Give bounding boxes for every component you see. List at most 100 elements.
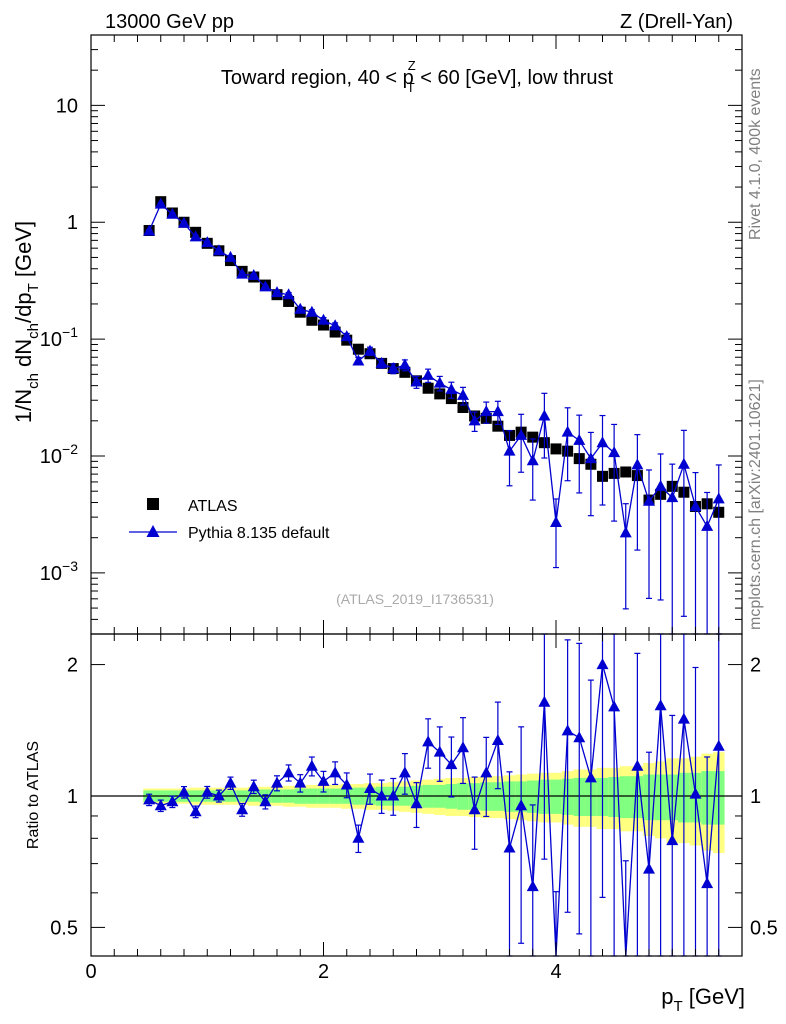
title-sup: Z — [408, 58, 416, 73]
pythia-point — [259, 280, 272, 292]
ratio-point — [515, 799, 528, 811]
pythia-point — [573, 433, 586, 445]
pythia-point — [189, 230, 202, 242]
ratio-point — [689, 787, 702, 799]
ratio-point — [340, 778, 353, 790]
pythia-point — [178, 216, 190, 228]
ratio-point — [561, 724, 574, 736]
atlas-point — [399, 366, 411, 378]
atlas-point — [318, 319, 329, 331]
ratio-point — [643, 862, 655, 874]
header-left: 13000 GeV pp — [105, 11, 234, 33]
pythia-point — [433, 376, 446, 388]
pythia-point — [364, 344, 376, 356]
ratio-xtick-label: 4 — [550, 961, 561, 983]
ratio-point — [654, 699, 667, 711]
ratio-point — [154, 799, 167, 811]
mcplots-label: mcplots.cern.ch [arXiv:2401.10621] — [747, 379, 764, 630]
ytick-exponent: −1 — [62, 324, 78, 340]
pythia-point — [352, 354, 365, 366]
pythia-point — [236, 267, 249, 279]
pythia-point — [701, 519, 714, 531]
ratio-point — [201, 785, 214, 797]
ytick-base: 10 — [40, 446, 62, 468]
ratio-point — [596, 658, 609, 670]
ratio-band-inner — [526, 780, 539, 813]
ratio-point — [480, 766, 493, 778]
ratio-point — [677, 712, 690, 724]
pythia-point — [654, 479, 667, 491]
main-ylabel: 1/Nch dNch/dpT [GeV] — [11, 221, 42, 423]
atlas-point — [527, 431, 539, 443]
legend: ATLAS Pythia 8.135 default — [129, 498, 330, 542]
ratio-xtick-label: 0 — [85, 961, 96, 983]
ratio-point — [271, 776, 283, 788]
ratio-point — [503, 841, 516, 853]
ratio-point — [317, 774, 330, 786]
ratio-point — [410, 797, 423, 809]
ratio-point — [457, 741, 469, 753]
atlas-point — [422, 382, 434, 394]
pythia-point — [712, 492, 725, 504]
ratio-point — [608, 700, 621, 712]
pythia-point — [305, 305, 318, 317]
pythia-point — [538, 409, 551, 421]
pythia-point — [422, 368, 435, 380]
pythia-point — [340, 330, 353, 342]
atlas-point — [352, 343, 364, 355]
pythia-point — [375, 356, 388, 368]
ratio-point — [573, 731, 586, 743]
ratio-point — [329, 766, 342, 778]
pythia-point — [224, 250, 237, 262]
atlas-point — [620, 466, 632, 478]
main-ytick-label: 1 — [67, 212, 78, 234]
legend-pythia-label: Pythia 8.135 default — [188, 525, 330, 542]
pythia-point — [247, 269, 260, 281]
ratio-point — [468, 803, 481, 815]
pythia-point — [643, 494, 655, 506]
ratio-point — [352, 831, 365, 843]
pythia-point — [398, 358, 411, 370]
ratio-point — [247, 780, 260, 792]
pythia-point — [619, 526, 632, 538]
ratio-point — [259, 795, 272, 807]
atlas-point — [492, 420, 504, 432]
ratio-panel-axes: 0.5 0.5 1 1 2 2 0 2 4 — [50, 633, 778, 983]
ratio-point — [433, 745, 446, 757]
atlas-point — [457, 402, 469, 414]
ratio-point — [364, 782, 376, 794]
atlas-point — [329, 326, 341, 338]
main-title: Toward region, 40 < pZ T < 60 [GeV], low … — [221, 58, 614, 95]
pythia-point — [480, 405, 493, 417]
ratio-point — [712, 739, 725, 751]
pythia-point — [491, 405, 504, 417]
pythia-point — [596, 436, 609, 448]
pythia-point — [201, 236, 214, 248]
pythia-point — [317, 313, 330, 325]
ytick-base: 10 — [40, 329, 62, 351]
ratio-ytick-label-right: 1 — [750, 786, 761, 808]
ratio-point — [294, 776, 307, 788]
atlas-point — [550, 443, 562, 455]
pythia-point — [387, 362, 400, 374]
ytick-base: 10 — [40, 563, 62, 585]
pythia-point — [154, 197, 167, 209]
pythia-point — [468, 414, 481, 426]
pythia-line — [148, 203, 720, 534]
pythia-point — [410, 375, 423, 387]
pythia-point — [526, 454, 539, 466]
main-panel-frame — [90, 34, 743, 635]
pythia-point — [282, 288, 295, 300]
ratio-line — [148, 664, 720, 957]
rivet-label: Rivet 4.1.0, 400k events — [747, 68, 764, 240]
header-right: Z (Drell-Yan) — [620, 11, 733, 33]
pythia-point — [445, 383, 458, 395]
pythia-point — [689, 499, 702, 511]
ratio-point — [236, 803, 249, 815]
atlas-point — [283, 295, 295, 307]
pythia-point — [584, 452, 597, 464]
pythia-point — [515, 428, 528, 440]
pythia-point — [503, 444, 516, 456]
pythia-point — [271, 286, 283, 298]
